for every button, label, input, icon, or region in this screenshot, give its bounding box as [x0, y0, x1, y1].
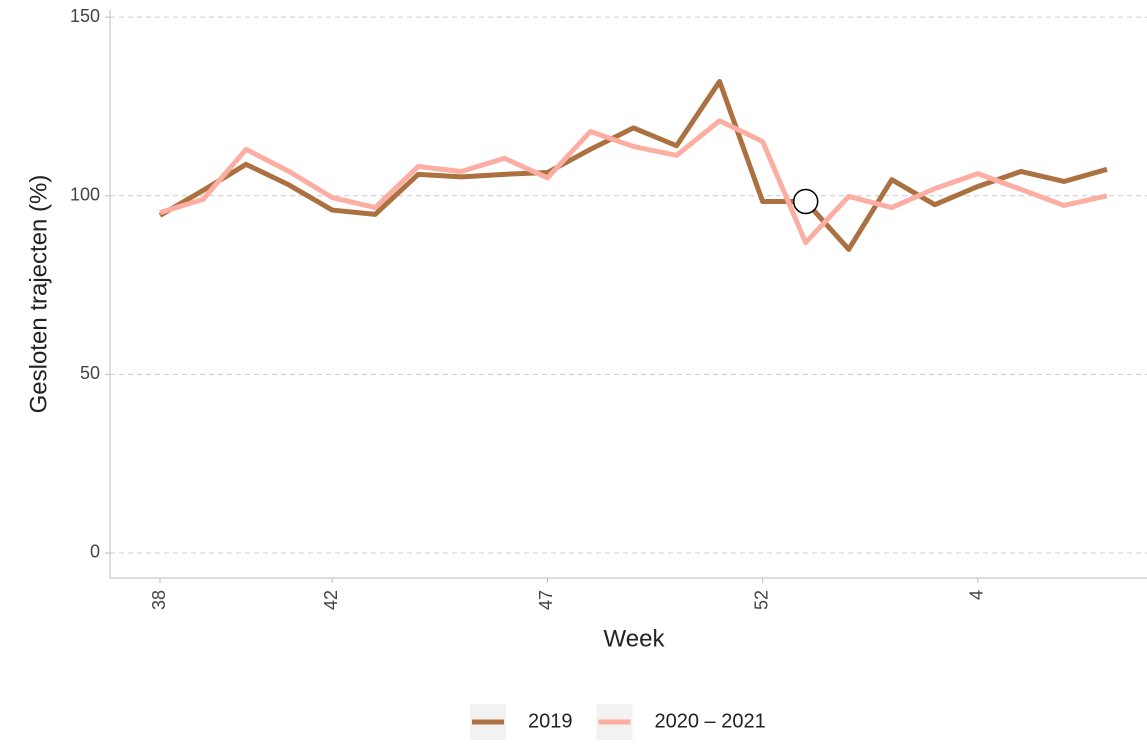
- x-tick-label: 4: [967, 590, 987, 600]
- y-tick-label: 0: [90, 542, 100, 562]
- y-tick-label: 50: [80, 363, 100, 383]
- series-line: [159, 118, 1108, 246]
- x-tick-label: 52: [751, 590, 771, 610]
- y-tick-label: 100: [70, 185, 100, 205]
- y-tick-label: 150: [70, 6, 100, 26]
- x-axis-label: Week: [604, 625, 666, 652]
- legend-label: 2020 – 2021: [655, 710, 766, 732]
- series-line: [158, 78, 1108, 252]
- legend-label: 2019: [528, 710, 573, 732]
- x-tick-label: 47: [536, 590, 556, 610]
- highlight-marker: [792, 188, 819, 215]
- x-tick-label: 38: [149, 590, 169, 610]
- y-axis-label: Gesloten trajecten (%): [25, 175, 52, 414]
- x-tick-label: 42: [321, 590, 341, 610]
